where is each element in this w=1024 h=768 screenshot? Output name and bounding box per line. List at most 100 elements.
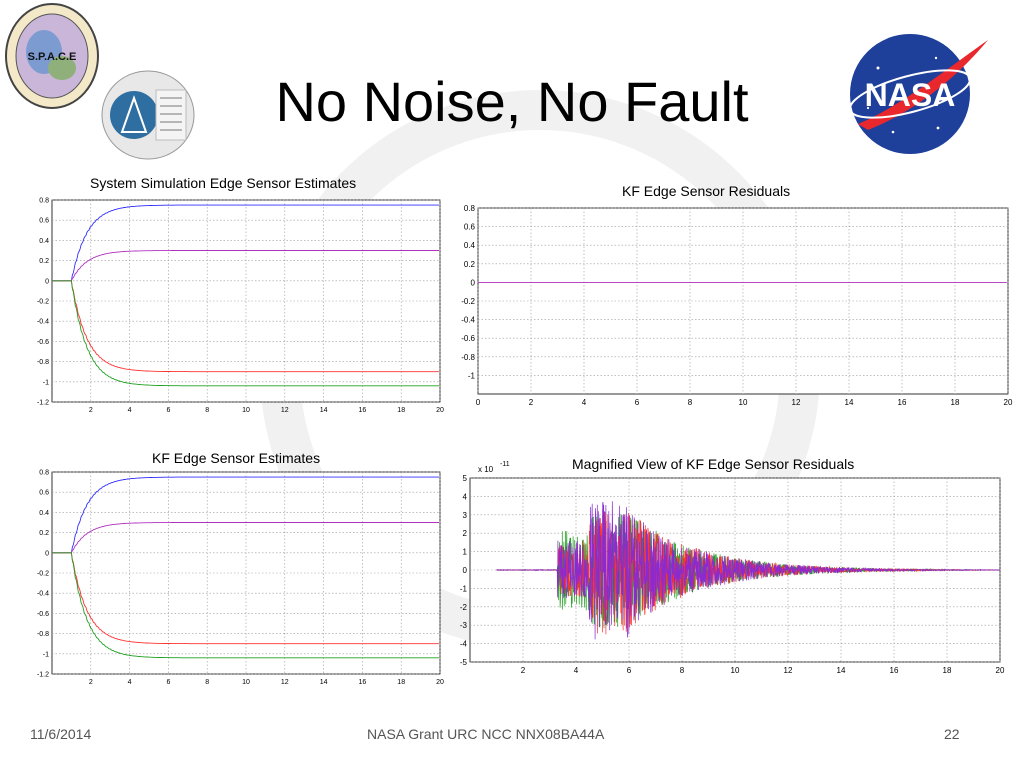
- y-tick-label: -0.2: [37, 571, 49, 578]
- series-line: [52, 552, 439, 645]
- y-tick-label: -5: [460, 658, 468, 667]
- x-tick-label: 2: [89, 407, 93, 414]
- y-tick-label: -0.2: [461, 297, 475, 306]
- plot-kf-residuals: 0 2 4 6 8 10 12 14 16 18 20 0.8 0.6 0.4 0.2 0 -0.2 -0.4 -0…: [461, 204, 1013, 407]
- x-tick-label: 12: [792, 398, 801, 407]
- page-number: 22: [944, 726, 960, 742]
- chart-title-system-sim: System Simulation Edge Sensor Estimates: [90, 175, 357, 191]
- y-tick-label: -2: [460, 603, 468, 612]
- chart-title-magnified: Magnified View of KF Edge Sensor Residua…: [572, 456, 855, 472]
- x-tick-label: 8: [680, 666, 685, 675]
- x-tick-label: 8: [205, 407, 209, 414]
- series-line: [52, 280, 439, 373]
- y-tick-label: -0.4: [461, 316, 475, 325]
- footer-grant: NASA Grant URC NCC NNX08BA44A: [367, 726, 605, 742]
- series-line: [52, 280, 439, 387]
- y-tick-label: 0.8: [464, 204, 476, 213]
- y-tick-label: 0.4: [464, 241, 476, 250]
- y-tick-label: 0.2: [464, 260, 476, 269]
- y-tick-label: 0.2: [39, 258, 49, 265]
- x-tick-label: 14: [320, 679, 328, 686]
- y-tick-label: -1.2: [37, 672, 49, 679]
- x-tick-label: 12: [784, 666, 793, 675]
- y-tick-label: 5: [463, 474, 468, 483]
- x-tick-label: 10: [739, 398, 748, 407]
- y-tick-label: 0: [45, 550, 49, 557]
- y-tick-label: -0.6: [461, 334, 475, 343]
- series-line: [496, 501, 1001, 640]
- x-tick-label: 18: [397, 679, 405, 686]
- y-tick-label: 0: [45, 278, 49, 285]
- x-tick-label: 12: [281, 679, 289, 686]
- x-tick-label: 18: [397, 407, 405, 414]
- y-tick-label: 4: [463, 492, 468, 501]
- university-seal-logo: [101, 70, 195, 160]
- scale-power-label: -11: [500, 461, 510, 468]
- x-tick-label: 10: [242, 407, 250, 414]
- y-tick-label: 0: [463, 566, 468, 575]
- x-tick-label: 8: [688, 398, 693, 407]
- y-tick-label: -3: [460, 621, 468, 630]
- y-tick-label: -1: [468, 371, 476, 380]
- x-tick-label: 6: [627, 666, 632, 675]
- scale-exponent-label: x 10: [478, 465, 494, 474]
- chart-title-kf-estimates: KF Edge Sensor Estimates: [152, 450, 321, 466]
- y-tick-label: -0.6: [37, 611, 49, 618]
- series-line: [52, 552, 439, 659]
- y-tick-label: 2: [463, 529, 468, 538]
- x-tick-label: 14: [320, 407, 328, 414]
- x-tick-label: 10: [731, 666, 740, 675]
- space-logo-label: S.P.A.C.E: [28, 51, 77, 63]
- chart-title-kf-residuals: KF Edge Sensor Residuals: [622, 183, 791, 199]
- y-tick-label: -0.8: [37, 359, 49, 366]
- slide-title: No Noise, No Fault: [275, 70, 749, 133]
- x-tick-label: 16: [898, 398, 907, 407]
- x-tick-label: 0: [476, 398, 481, 407]
- x-tick-label: 18: [943, 666, 952, 675]
- x-tick-label: 2: [521, 666, 526, 675]
- x-tick-label: 20: [436, 679, 444, 686]
- y-tick-label: -0.4: [37, 319, 49, 326]
- y-tick-label: -1: [460, 584, 468, 593]
- x-tick-label: 20: [1004, 398, 1013, 407]
- x-tick-label: 8: [205, 679, 209, 686]
- x-tick-label: 4: [574, 666, 579, 675]
- x-tick-label: 6: [166, 407, 170, 414]
- x-tick-label: 12: [281, 407, 289, 414]
- series-line: [52, 204, 439, 282]
- x-tick-label: 20: [436, 407, 444, 414]
- x-tick-label: 20: [996, 666, 1005, 675]
- series-line: [52, 476, 439, 554]
- y-tick-label: 0: [471, 278, 476, 287]
- y-tick-label: 0.8: [39, 470, 49, 477]
- y-tick-label: 0.6: [39, 218, 49, 225]
- y-tick-label: 0.2: [39, 530, 49, 537]
- y-tick-label: 3: [463, 511, 468, 520]
- footer-date: 11/6/2014: [30, 726, 92, 742]
- x-tick-label: 4: [128, 407, 132, 414]
- x-tick-label: 2: [89, 679, 93, 686]
- y-tick-label: 0.4: [39, 238, 49, 245]
- x-tick-label: 16: [359, 679, 367, 686]
- x-tick-label: 18: [951, 398, 960, 407]
- y-tick-label: 0.6: [464, 223, 476, 232]
- y-tick-label: -1: [43, 379, 49, 386]
- y-tick-label: 0.6: [39, 490, 49, 497]
- y-tick-label: -4: [460, 640, 468, 649]
- x-tick-label: 2: [529, 398, 534, 407]
- x-tick-label: 16: [359, 407, 367, 414]
- x-tick-label: 16: [890, 666, 899, 675]
- y-tick-label: -0.8: [37, 631, 49, 638]
- series-line: [52, 250, 439, 282]
- x-tick-label: 14: [845, 398, 854, 407]
- y-tick-label: 1: [463, 548, 468, 557]
- space-logo: S.P.A.C.E: [5, 3, 99, 109]
- x-tick-label: 6: [166, 679, 170, 686]
- x-tick-label: 14: [837, 666, 846, 675]
- plot-system-sim: 2 4 6 8 10 12 14 16 18 20 0.8 0.6 0.4 0.2 0 -0.2 -0.4 -0.…: [37, 198, 444, 415]
- y-tick-label: -0.6: [37, 339, 49, 346]
- y-tick-label: -0.2: [37, 299, 49, 306]
- y-tick-label: -0.4: [37, 591, 49, 598]
- x-tick-label: 4: [128, 679, 132, 686]
- x-tick-label: 4: [582, 398, 587, 407]
